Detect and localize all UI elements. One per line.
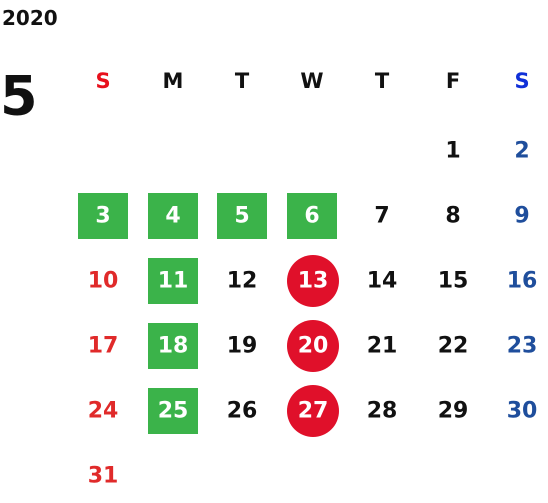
day-number: 2 <box>514 139 529 164</box>
day-number: 20 <box>298 334 329 359</box>
day-number: 9 <box>514 204 529 229</box>
day-number: 23 <box>507 334 538 359</box>
holiday-highlight <box>148 323 198 369</box>
day-number: 12 <box>227 269 258 294</box>
day-number: 18 <box>158 334 189 359</box>
day-number: 14 <box>367 269 398 294</box>
day-number: 27 <box>298 399 329 424</box>
weekday-label: M <box>163 69 184 93</box>
weekday-label: S <box>514 69 529 93</box>
day-number: 8 <box>445 204 460 229</box>
day-number: 7 <box>374 204 389 229</box>
weekday-label: T <box>375 69 390 93</box>
weekday-label: W <box>300 69 323 93</box>
day-number: 1 <box>445 139 460 164</box>
weekday-label: T <box>235 69 250 93</box>
holiday-highlight <box>148 388 198 434</box>
weekday-label: S <box>95 69 110 93</box>
day-number: 4 <box>165 204 180 229</box>
day-number: 11 <box>158 269 189 294</box>
day-number: 16 <box>507 269 538 294</box>
event-highlight <box>287 255 339 307</box>
day-number: 26 <box>227 399 258 424</box>
day-number: 21 <box>367 334 398 359</box>
day-number: 19 <box>227 334 258 359</box>
day-number: 31 <box>88 464 119 489</box>
day-number: 6 <box>304 204 319 229</box>
event-highlight <box>287 320 339 372</box>
holiday-highlight <box>217 193 267 239</box>
day-number: 28 <box>367 399 398 424</box>
day-number: 13 <box>298 269 329 294</box>
day-number: 10 <box>88 269 119 294</box>
holiday-highlight <box>148 258 198 304</box>
day-number: 22 <box>438 334 469 359</box>
day-number: 3 <box>95 204 110 229</box>
day-number: 15 <box>438 269 469 294</box>
day-number: 29 <box>438 399 469 424</box>
holiday-highlight <box>78 193 128 239</box>
day-number: 30 <box>507 399 538 424</box>
year: 2020 <box>2 6 58 30</box>
month: 5 <box>0 65 38 128</box>
day-number: 5 <box>234 204 249 229</box>
holiday-highlight <box>287 193 337 239</box>
day-number: 25 <box>158 399 189 424</box>
weekday-label: F <box>446 69 460 93</box>
day-number: 24 <box>88 399 119 424</box>
day-number: 17 <box>88 334 119 359</box>
event-highlight <box>287 385 339 437</box>
holiday-highlight <box>148 193 198 239</box>
